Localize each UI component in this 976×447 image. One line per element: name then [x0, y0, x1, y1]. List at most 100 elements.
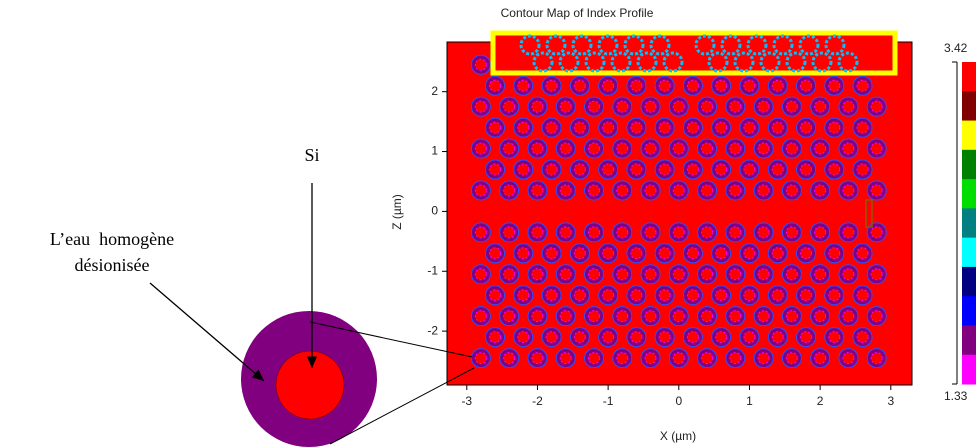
hole — [499, 264, 520, 285]
hole-core — [757, 142, 770, 155]
hole-core — [814, 268, 827, 281]
hole — [485, 243, 506, 264]
hole-core — [672, 184, 685, 197]
hole-core — [757, 352, 770, 365]
inset-ring — [623, 34, 645, 56]
hole-core — [503, 142, 516, 155]
hole — [499, 348, 520, 369]
hole-core — [701, 100, 714, 113]
inset-ring — [759, 51, 781, 73]
x-tick-label: 1 — [746, 394, 753, 408]
hole — [739, 75, 760, 96]
hole-core — [771, 247, 784, 260]
hole-core — [842, 142, 855, 155]
hole-core — [517, 247, 530, 260]
hole-core — [870, 226, 883, 239]
hole — [781, 306, 802, 327]
x-tick-label: -2 — [532, 394, 543, 408]
hole — [541, 243, 562, 264]
hole — [838, 264, 859, 285]
hole-core — [559, 142, 572, 155]
hole — [598, 327, 619, 348]
inset-ring — [733, 51, 755, 73]
hole-core — [644, 142, 657, 155]
hole-core — [489, 331, 502, 344]
hole-core — [771, 163, 784, 176]
hole-core — [842, 226, 855, 239]
hole-core — [602, 79, 615, 92]
hole-core — [715, 331, 728, 344]
hole-core — [672, 100, 685, 113]
inset-ring — [597, 34, 619, 56]
zoom-line — [309, 321, 473, 358]
hole — [697, 138, 718, 159]
hole — [569, 159, 590, 180]
colorbar-segment — [962, 208, 976, 239]
x-tick-label: 3 — [887, 394, 894, 408]
hole-core — [503, 352, 516, 365]
hole — [697, 96, 718, 117]
hole — [527, 264, 548, 285]
hole — [866, 180, 887, 201]
hole — [598, 243, 619, 264]
hole-core — [531, 352, 544, 365]
water-label: L’eau homogène — [50, 229, 174, 249]
hole-core — [729, 226, 742, 239]
hole-core — [870, 268, 883, 281]
hole — [583, 222, 604, 243]
hole-core — [672, 142, 685, 155]
hole-core — [701, 226, 714, 239]
hole-core — [602, 289, 615, 302]
hole-core — [545, 163, 558, 176]
hole — [612, 348, 633, 369]
hole-core — [474, 226, 487, 239]
hole-core — [686, 289, 699, 302]
hole-core — [799, 331, 812, 344]
y-tick-label: 1 — [431, 144, 438, 158]
hole-core — [856, 121, 869, 134]
hole-core — [489, 79, 502, 92]
colorbar-segment — [962, 354, 976, 385]
hole-core — [573, 121, 586, 134]
hole — [527, 96, 548, 117]
hole-core — [545, 121, 558, 134]
hole-core — [828, 331, 841, 344]
hole — [555, 96, 576, 117]
hole-core — [658, 331, 671, 344]
hole-core — [743, 121, 756, 134]
hole — [668, 180, 689, 201]
hole-core — [616, 184, 629, 197]
hole-core — [729, 142, 742, 155]
hole — [682, 327, 703, 348]
hole — [654, 243, 675, 264]
hole — [753, 180, 774, 201]
inset-ring — [649, 34, 671, 56]
hole — [725, 96, 746, 117]
colorbar-segment — [962, 179, 976, 209]
hole-core — [587, 142, 600, 155]
hole — [598, 285, 619, 306]
hole — [470, 264, 491, 285]
hole — [866, 96, 887, 117]
hole-core — [474, 58, 487, 71]
hole-core — [616, 100, 629, 113]
hole-core — [785, 310, 798, 323]
hole — [781, 348, 802, 369]
x-tick-label: -3 — [461, 394, 472, 408]
hole-core — [602, 331, 615, 344]
hole-core — [870, 184, 883, 197]
hole-core — [785, 352, 798, 365]
y-axis-label: Z (µm) — [390, 194, 404, 230]
hole-core — [644, 310, 657, 323]
hole — [668, 96, 689, 117]
inset-ring — [558, 51, 580, 73]
hole-core — [559, 184, 572, 197]
x-axis-label: X (µm) — [660, 429, 696, 443]
hole-core — [630, 289, 643, 302]
hole-core — [856, 331, 869, 344]
hole — [866, 306, 887, 327]
hole-core — [743, 79, 756, 92]
hole-core — [814, 142, 827, 155]
hole — [470, 222, 491, 243]
inset-ring — [785, 51, 807, 73]
